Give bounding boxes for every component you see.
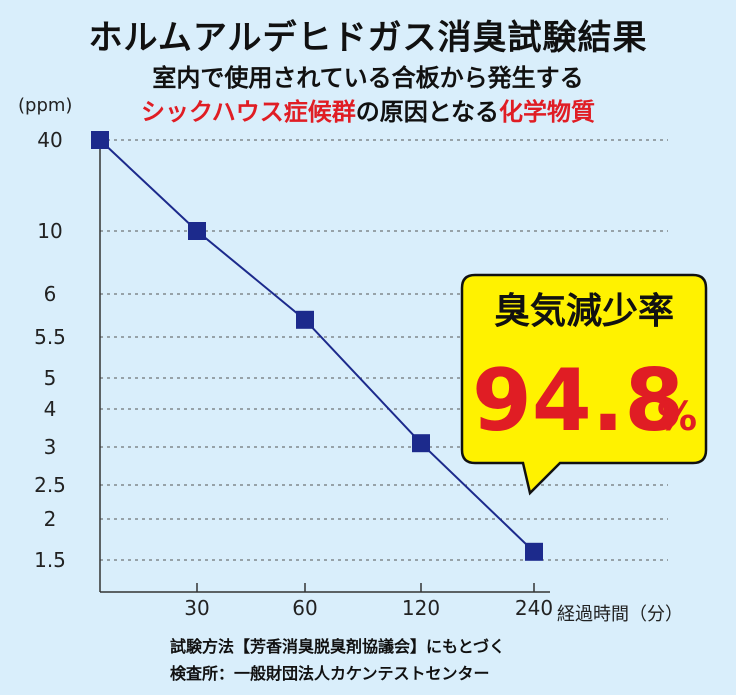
y-tick-label: 6 xyxy=(44,282,57,306)
callout-label: 臭気減少率 xyxy=(494,291,674,332)
y-axis-label: (ppm) xyxy=(18,95,72,116)
subtitle-red-2: 化学物質 xyxy=(499,98,596,126)
data-point xyxy=(525,542,543,561)
y-tick-label: 4 xyxy=(44,397,57,421)
chart-subtitle-line1: 室内で使用されている合板から発生する xyxy=(152,64,584,92)
x-tick-label: 240 xyxy=(515,596,553,620)
chart-title: ホルムアルデヒドガス消臭試験結果 xyxy=(88,18,648,58)
callout-bubble xyxy=(460,273,708,496)
data-point xyxy=(188,222,206,240)
x-axis-label: 経過時間（分） xyxy=(557,604,683,625)
y-tick-label: 2 xyxy=(44,507,57,531)
subtitle-mid: の原因となる xyxy=(355,98,500,126)
y-tick-label: 5 xyxy=(44,366,57,390)
x-tick-label: 120 xyxy=(402,596,440,620)
x-tick-labels: 30 60 120 240 xyxy=(184,583,553,620)
x-tick-label: 60 xyxy=(292,596,317,620)
footer-method: 試験方法【芳香消臭脱臭剤協議会】にもとづく xyxy=(170,637,506,656)
callout-unit: % xyxy=(657,394,697,440)
y-tick-labels: 40 10 6 5.5 5 4 3 2.5 2 1.5 xyxy=(34,128,66,572)
footer-lab: 検査所：一般財団法人カケンテストセンター xyxy=(170,664,490,683)
callout-value: 94.8 xyxy=(472,351,684,451)
y-tick-label: 10 xyxy=(37,219,62,243)
y-tick-label: 5.5 xyxy=(34,325,66,349)
y-tick-label: 40 xyxy=(37,128,62,152)
subtitle-red-1: シックハウス症候群 xyxy=(140,98,356,126)
data-point xyxy=(296,310,314,329)
data-point xyxy=(91,131,109,149)
series-points xyxy=(91,131,543,561)
y-tick-label: 2.5 xyxy=(34,473,66,497)
y-tick-label: 3 xyxy=(44,435,57,459)
x-tick-label: 30 xyxy=(184,596,209,620)
y-tick-label: 1.5 xyxy=(34,548,66,572)
data-point xyxy=(412,434,430,453)
chart-subtitle-line2: シックハウス症候群の原因となる化学物質 xyxy=(0,92,736,127)
